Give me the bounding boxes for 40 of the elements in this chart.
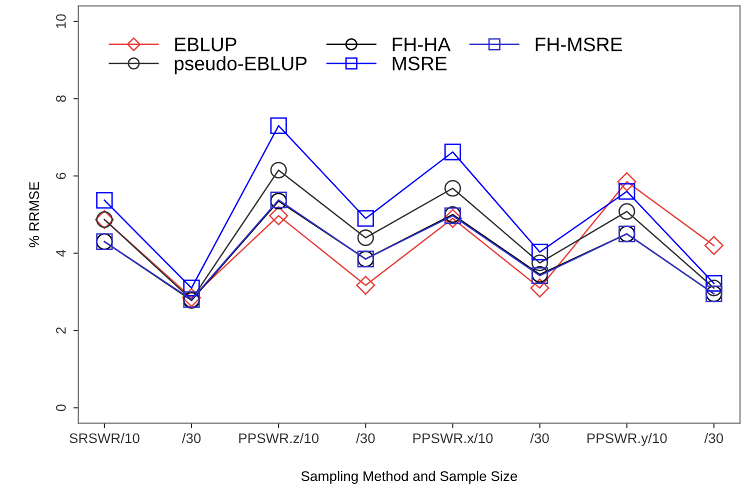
point [617, 172, 636, 192]
y-tick-label: 4 [56, 250, 66, 257]
x-tick-label: SRSWR/10 [70, 432, 140, 444]
point [531, 244, 548, 260]
point [357, 229, 374, 246]
x-tick-label: PPSWR.y/10 [587, 432, 667, 446]
legend-label: FH-MSRE [536, 38, 622, 52]
legend-label: pseudo-EBLUP [174, 56, 307, 74]
y-tick-label: 0 [56, 404, 66, 412]
point [183, 280, 200, 296]
legend-label: EBLUP [175, 38, 236, 52]
x-tick-label: /30 [530, 432, 549, 444]
point [269, 206, 288, 226]
point [444, 180, 462, 197]
y-tick-label: 8 [56, 95, 66, 102]
point [356, 276, 376, 295]
point [443, 208, 462, 228]
point [270, 117, 287, 134]
y-tick-label: 10 [56, 14, 66, 28]
x-tick-label: PPSWR.z/10 [239, 432, 319, 444]
point [444, 144, 462, 160]
point [96, 192, 113, 209]
legend-label: FH-HA [392, 38, 451, 52]
x-tick-label: /30 [182, 432, 201, 444]
point [357, 210, 374, 227]
point [618, 183, 636, 200]
y-tick-label: 6 [56, 172, 66, 180]
point [618, 203, 636, 220]
x-tick-label: PPSWR.x/10 [413, 432, 493, 444]
point [270, 162, 287, 178]
point [704, 236, 724, 256]
legend-label: MSRE [392, 56, 447, 70]
point [531, 254, 548, 272]
y-tick-label: 2 [56, 327, 66, 334]
y-axis-title: % RRMSE [29, 182, 40, 248]
x-axis-title: Sampling Method and Sample Size [301, 470, 518, 484]
x-tick-label: /30 [704, 432, 724, 444]
x-tick-label: /30 [356, 432, 375, 444]
point [706, 275, 722, 292]
point [530, 278, 550, 298]
